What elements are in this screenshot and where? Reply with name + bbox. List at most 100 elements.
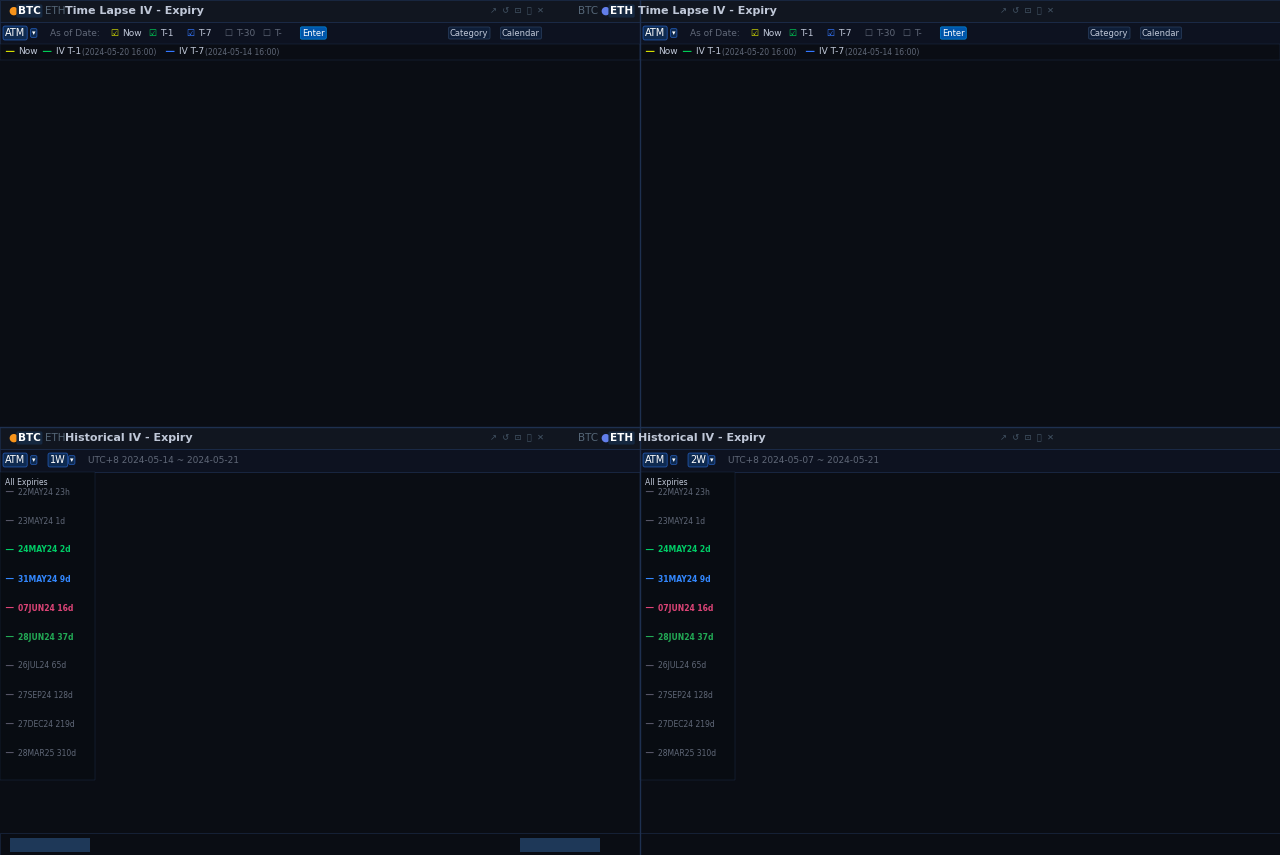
Text: ─: ─ <box>5 602 13 615</box>
Text: ATM: ATM <box>5 455 26 465</box>
Text: IV T-7: IV T-7 <box>179 48 204 56</box>
Text: ─: ─ <box>5 717 13 730</box>
Text: ─: ─ <box>5 659 13 673</box>
Text: ─: ─ <box>645 486 653 498</box>
Text: ─: ─ <box>5 746 13 759</box>
Text: BTC: BTC <box>579 433 598 443</box>
Text: T-: T- <box>274 28 282 38</box>
Text: T-1: T-1 <box>800 28 814 38</box>
Text: ATM: ATM <box>5 28 26 38</box>
Text: Category: Category <box>1091 28 1129 38</box>
Text: ATM: ATM <box>645 28 666 38</box>
Text: BTC: BTC <box>579 6 598 16</box>
Text: ─: ─ <box>645 717 653 730</box>
Text: ☑: ☑ <box>148 28 156 38</box>
Text: Enter: Enter <box>942 28 965 38</box>
Text: ☑: ☑ <box>826 28 835 38</box>
Text: 22MAY24 23h: 22MAY24 23h <box>18 487 70 497</box>
Text: ETH: ETH <box>611 433 634 443</box>
Text: UTC+8 2024-05-07 ~ 2024-05-21: UTC+8 2024-05-07 ~ 2024-05-21 <box>728 456 879 464</box>
Text: As of Date:: As of Date: <box>50 28 100 38</box>
Text: 31MAY24 9d: 31MAY24 9d <box>658 575 710 583</box>
Text: ≥: ≥ <box>52 605 63 618</box>
Text: ▾: ▾ <box>70 457 73 463</box>
Text: Now: Now <box>122 28 142 38</box>
Text: ●: ● <box>600 433 609 443</box>
Text: T-: T- <box>914 28 922 38</box>
Text: ─: ─ <box>5 515 13 528</box>
Text: UTC+8: UTC+8 <box>588 67 618 76</box>
Text: 27SEP24 128d: 27SEP24 128d <box>18 691 73 699</box>
Text: Calendar: Calendar <box>502 28 540 38</box>
Text: 28JUN24 37d: 28JUN24 37d <box>18 633 73 641</box>
Text: BTC: BTC <box>18 6 41 16</box>
Text: ─: ─ <box>5 573 13 586</box>
Text: 27DEC24 219d: 27DEC24 219d <box>18 720 74 728</box>
Text: IV T-1: IV T-1 <box>696 48 721 56</box>
Text: ─: ─ <box>645 544 653 557</box>
Text: All Expiries: All Expiries <box>5 478 47 487</box>
Text: ─: ─ <box>645 659 653 673</box>
Text: 26JUL24 65d: 26JUL24 65d <box>18 662 67 670</box>
Text: (2024-05-14 16:00): (2024-05-14 16:00) <box>845 48 919 56</box>
Text: ─: ─ <box>42 45 50 59</box>
Text: Now: Now <box>762 28 782 38</box>
Text: 07JUN24 16d: 07JUN24 16d <box>18 604 73 612</box>
Text: ☑: ☑ <box>186 28 195 38</box>
Text: Now: Now <box>18 48 37 56</box>
Text: ─: ─ <box>645 746 653 759</box>
Text: ─: ─ <box>645 515 653 528</box>
Text: ▾: ▾ <box>710 457 713 463</box>
Text: ─: ─ <box>5 688 13 701</box>
Text: ●: ● <box>600 6 609 16</box>
Text: ●: ● <box>8 433 18 443</box>
Text: 28MAR25 310d: 28MAR25 310d <box>658 748 716 758</box>
Text: ─: ─ <box>5 486 13 498</box>
Text: Historical IV - Expiry: Historical IV - Expiry <box>65 433 192 443</box>
Text: ≥: ≥ <box>692 605 703 618</box>
Text: 2W: 2W <box>690 455 705 465</box>
Text: 28JUN24 37d: 28JUN24 37d <box>658 633 713 641</box>
Text: ↗  ↺  ⊡  ⛶  ✕: ↗ ↺ ⊡ ⛶ ✕ <box>1000 7 1053 15</box>
Text: ▾: ▾ <box>32 457 36 463</box>
Text: ─: ─ <box>645 630 653 644</box>
Text: ☑: ☑ <box>750 28 758 38</box>
Text: ─: ─ <box>805 45 813 59</box>
Text: ☐: ☐ <box>224 28 232 38</box>
Text: ▾: ▾ <box>32 30 36 36</box>
Text: Time Lapse IV - Expiry: Time Lapse IV - Expiry <box>637 6 777 16</box>
Text: T-30: T-30 <box>876 28 895 38</box>
Text: 26JUL24 65d: 26JUL24 65d <box>658 662 707 670</box>
Text: ≥: ≥ <box>653 191 663 204</box>
Text: ●: ● <box>8 6 18 16</box>
Text: (2024-05-20 16:00): (2024-05-20 16:00) <box>722 48 796 56</box>
Text: Historical IV - Expiry: Historical IV - Expiry <box>637 433 765 443</box>
Text: 24MAY24 2d: 24MAY24 2d <box>18 545 70 555</box>
Text: 27SEP24 128d: 27SEP24 128d <box>658 691 713 699</box>
Text: UTC+8 2024-05-14 ~ 2024-05-21: UTC+8 2024-05-14 ~ 2024-05-21 <box>88 456 239 464</box>
Text: Calendar: Calendar <box>1142 28 1180 38</box>
Text: 28MAR25 310d: 28MAR25 310d <box>18 748 76 758</box>
Text: 27DEC24 219d: 27DEC24 219d <box>658 720 714 728</box>
Text: SignalPlus: SignalPlus <box>899 588 1111 622</box>
Text: ─: ─ <box>682 45 690 59</box>
Text: ▾: ▾ <box>672 457 676 463</box>
Text: ETH: ETH <box>45 6 65 16</box>
Text: SignalPlus: SignalPlus <box>878 175 1091 209</box>
Text: ☑: ☑ <box>788 28 796 38</box>
Text: ─: ─ <box>645 602 653 615</box>
Text: ─: ─ <box>5 45 13 59</box>
Text: ☐: ☐ <box>864 28 872 38</box>
Text: ETH: ETH <box>611 6 634 16</box>
Text: ─: ─ <box>645 573 653 586</box>
Text: ─: ─ <box>5 630 13 644</box>
Text: (2024-05-14 16:00): (2024-05-14 16:00) <box>205 48 279 56</box>
Text: ↗  ↺  ⊡  ⛶  ✕: ↗ ↺ ⊡ ⛶ ✕ <box>490 7 544 15</box>
Text: 22MAY24 23h: 22MAY24 23h <box>658 487 710 497</box>
Text: ─: ─ <box>645 45 653 59</box>
Text: T-1: T-1 <box>160 28 174 38</box>
Text: UTC+8: UTC+8 <box>1228 67 1258 76</box>
Text: (2024-05-20 16:00): (2024-05-20 16:00) <box>82 48 156 56</box>
Text: ETH: ETH <box>45 433 65 443</box>
Text: ≥: ≥ <box>13 191 23 204</box>
